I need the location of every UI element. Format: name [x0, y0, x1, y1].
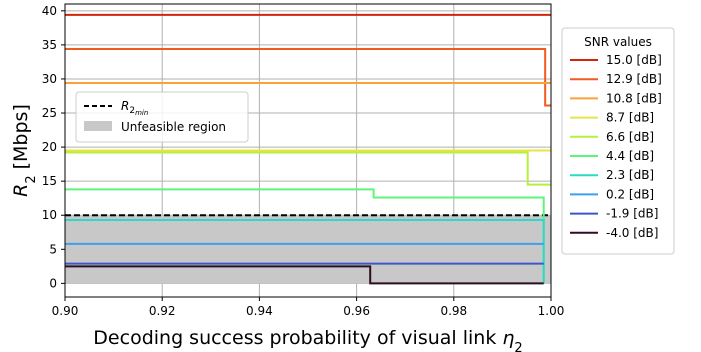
snr-legend-label: 12.9 [dB]	[606, 72, 662, 86]
y-tick-label: 0	[49, 276, 57, 290]
x-tick-label: 0.94	[246, 304, 273, 318]
y-tick-label: 40	[42, 4, 57, 18]
legend-unfeasible-label: Unfeasible region	[121, 120, 226, 134]
x-tick-label: 1.00	[538, 304, 565, 318]
snr-legend-label: 10.8 [dB]	[606, 91, 662, 105]
snr-legend-label: 2.3 [dB]	[606, 168, 654, 182]
series-line	[65, 151, 551, 186]
x-axis-label: Decoding success probability of visual l…	[93, 327, 522, 352]
y-tick-label: 10	[42, 208, 57, 222]
y-tick-label: 5	[49, 242, 57, 256]
x-tick-label: 0.92	[149, 304, 176, 318]
unfeasible-region	[65, 215, 551, 284]
series-line	[65, 265, 544, 285]
y-tick-label: 30	[42, 72, 57, 86]
snr-legend-entries: 15.0 [dB] 12.9 [dB] 10.8 [dB] 8.7 [dB] 6.6 […	[570, 53, 662, 240]
snr-legend-box	[561, 27, 675, 255]
y-tick-label: 35	[42, 38, 57, 52]
main-legend: R2min Unfeasible region	[75, 91, 249, 143]
y-tick-label: 20	[42, 140, 57, 154]
legend-unfeasible-swatch	[84, 121, 112, 131]
series-line	[65, 47, 551, 107]
snr-legend-label: 8.7 [dB]	[606, 111, 654, 125]
snr-legend-label: -1.9 [dB]	[606, 207, 658, 221]
legend-rmin-label: R2min	[121, 99, 148, 117]
snr-legend-title: SNR values	[584, 35, 652, 49]
plot-frame	[64, 3, 552, 298]
y-ticks: 0 5 10 15 20 25 30 35 40	[42, 4, 65, 290]
y-axis-label: R2[Mbps]	[10, 104, 39, 197]
x-tick-label: 0.96	[343, 304, 370, 318]
snr-legend-label: -4.0 [dB]	[606, 226, 658, 240]
x-ticks: 0.90 0.92 0.94 0.96 0.98 1.00	[52, 297, 565, 318]
main-legend-box	[75, 91, 249, 143]
series-line	[65, 219, 545, 284]
snr-legend-label: 15.0 [dB]	[606, 53, 662, 67]
y-tick-label: 25	[42, 106, 57, 120]
series-lines	[65, 13, 551, 285]
snr-legend-label: 4.4 [dB]	[606, 149, 654, 163]
snr-legend-label: 0.2 [dB]	[606, 187, 654, 201]
x-tick-label: 0.90	[52, 304, 79, 318]
snr-legend: SNR values 15.0 [dB] 12.9 [dB] 10.8 [dB] 8.…	[561, 27, 675, 255]
y-tick-label: 15	[42, 174, 57, 188]
snr-legend-label: 6.6 [dB]	[606, 130, 654, 144]
x-tick-label: 0.98	[440, 304, 467, 318]
